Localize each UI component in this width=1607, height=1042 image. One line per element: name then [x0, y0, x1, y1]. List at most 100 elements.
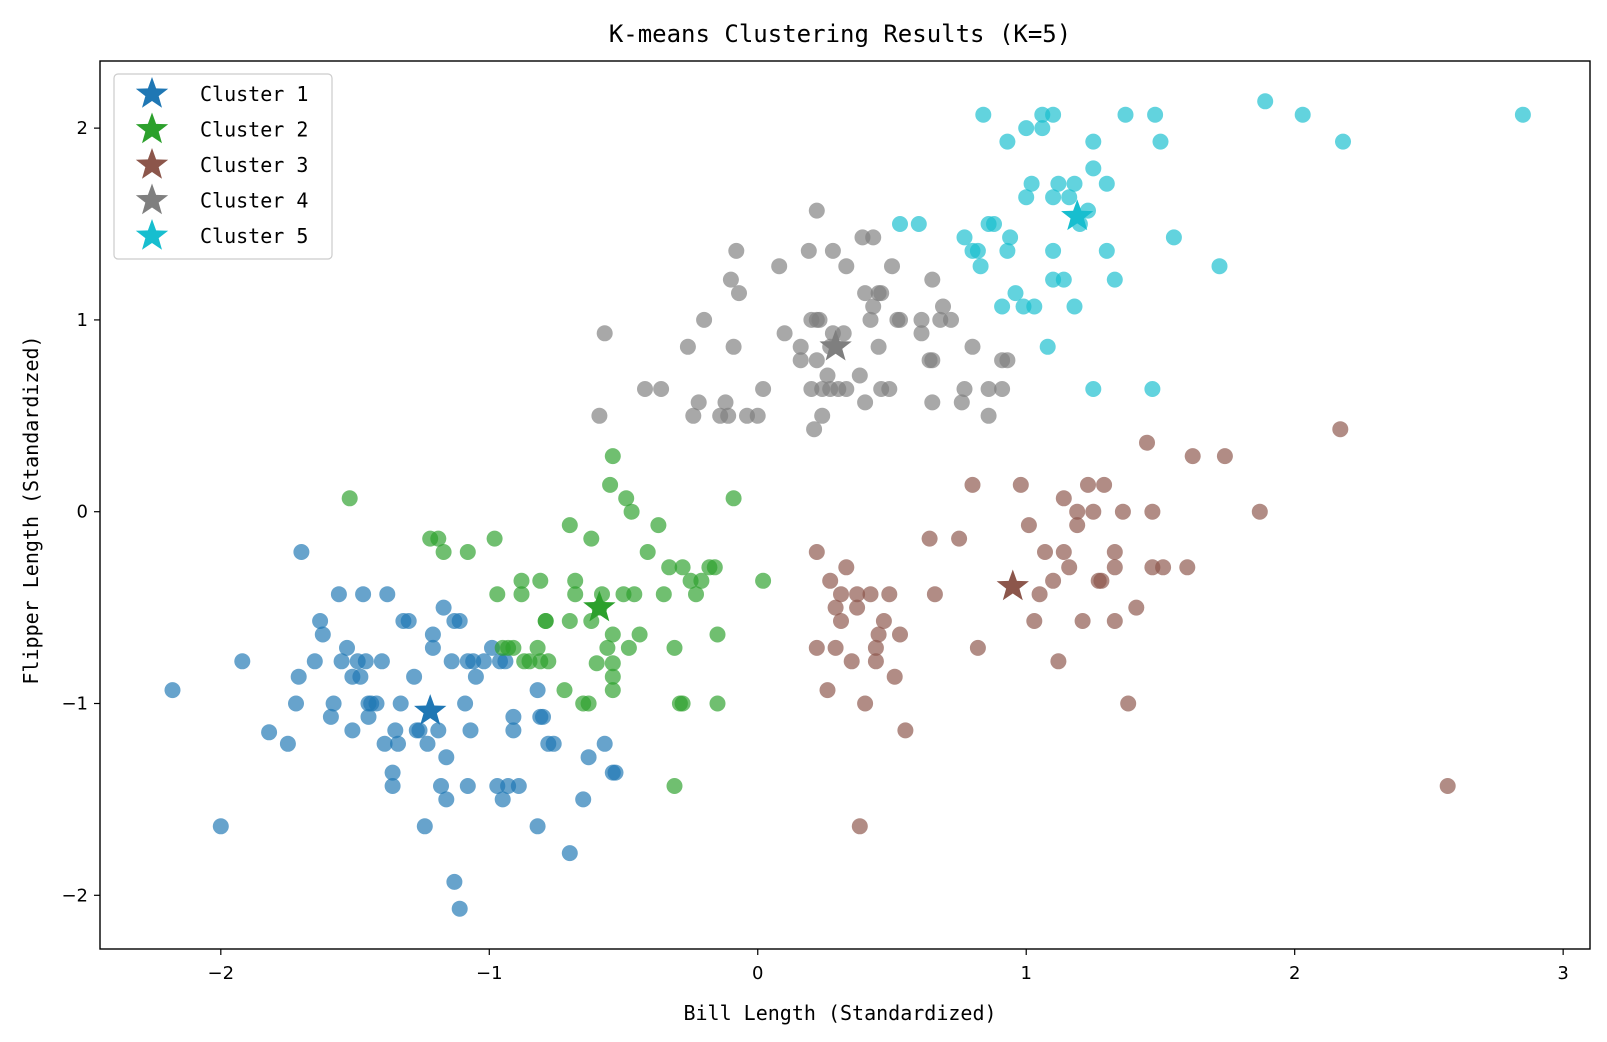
legend-label-cluster-3: Cluster 3	[200, 153, 308, 177]
cluster-2-point	[430, 530, 447, 547]
cluster-3-point	[1037, 544, 1053, 560]
x-tick-label: 2	[1289, 963, 1300, 984]
cluster-5-point	[1257, 93, 1274, 110]
cluster-4-point	[792, 352, 809, 369]
y-tick-label: 1	[77, 310, 88, 331]
cluster-4-point	[771, 258, 788, 275]
cluster-5-point	[910, 216, 927, 232]
cluster-4-point	[924, 271, 941, 288]
cluster-1-point	[529, 682, 546, 699]
cluster-4-point	[953, 394, 970, 411]
cluster-2-point	[561, 517, 578, 534]
cluster-4-point	[943, 311, 959, 328]
cluster-1-point	[575, 791, 592, 808]
cluster-3-point	[1120, 695, 1137, 712]
cluster-1-point	[368, 695, 385, 712]
cluster-3-point	[862, 586, 879, 603]
cluster-4-point	[720, 407, 737, 424]
cluster-4-point	[717, 394, 734, 411]
cluster-5-point	[1050, 175, 1067, 192]
cluster-1-point	[344, 722, 361, 739]
cluster-5-centroid-star	[1061, 199, 1094, 231]
cluster-4-point	[808, 352, 825, 369]
x-tick-label: 3	[1557, 963, 1568, 984]
cluster-3-point	[1045, 572, 1062, 589]
cluster-2-point	[529, 639, 546, 656]
cluster-3-point	[875, 613, 892, 629]
cluster-3-point	[1155, 559, 1172, 576]
cluster-3-point	[851, 818, 868, 835]
legend-marker-cluster-4	[135, 183, 169, 215]
cluster-5-point	[1211, 258, 1228, 275]
cluster-4-point	[776, 325, 793, 342]
cluster-1-point	[384, 764, 401, 781]
cluster-2-point	[567, 586, 584, 603]
cluster-5-point	[1106, 271, 1123, 288]
cluster-2-point	[540, 653, 557, 670]
cluster-3-point	[1012, 476, 1029, 493]
cluster-3-point	[892, 626, 908, 643]
legend: Cluster 1 Cluster 2 Cluster 3 Cluster 4 Clus…	[113, 73, 333, 260]
cluster-3-point	[1184, 448, 1201, 465]
cluster-3-point	[921, 530, 938, 547]
centroids-layer	[414, 199, 1094, 725]
cluster-1-point	[293, 544, 310, 560]
cluster-5-point	[1085, 160, 1102, 177]
cluster-2-point	[459, 544, 476, 560]
cluster-3-point	[1106, 613, 1123, 629]
cluster-3-point	[1069, 517, 1086, 534]
cluster-4-point	[811, 311, 828, 328]
cluster-4-point	[873, 285, 890, 302]
cluster-2-point	[650, 517, 667, 534]
cluster-3-point	[1139, 434, 1155, 451]
cluster-2-point	[489, 586, 506, 603]
cluster-4-point	[749, 407, 766, 424]
x-tick-label: −1	[476, 963, 503, 984]
cluster-1-point	[561, 845, 578, 862]
cluster-1-point	[475, 653, 492, 670]
cluster-5-point	[1098, 242, 1115, 259]
cluster-3-point	[849, 586, 866, 603]
cluster-4-point	[865, 229, 882, 246]
cluster-4-point	[884, 258, 900, 275]
cluster-5-point	[1098, 175, 1115, 192]
chart-title: K-means Clustering Results (K=5)	[609, 20, 1071, 48]
cluster-1-point	[443, 653, 460, 670]
cluster-1-point	[545, 735, 562, 752]
cluster-3-point	[1026, 613, 1043, 629]
x-tick-label: 1	[1020, 963, 1031, 984]
cluster-5-point	[1045, 189, 1062, 206]
cluster-5-point	[1066, 175, 1083, 192]
cluster-2-point	[674, 695, 691, 712]
legend-label-cluster-1: Cluster 1	[200, 82, 308, 106]
cluster-5-point	[1165, 229, 1182, 246]
cluster-1-point	[494, 791, 511, 808]
cluster-1-centroid-star	[414, 694, 447, 725]
cluster-1-point	[379, 586, 396, 603]
cluster-4-point	[728, 242, 745, 259]
cluster-1-point	[411, 722, 428, 739]
cluster-3-point	[808, 639, 825, 656]
x-tick-label: 0	[752, 963, 763, 984]
cluster-5-point	[1066, 298, 1083, 315]
cluster-2-point	[604, 682, 621, 699]
cluster-3-point	[1114, 503, 1131, 520]
cluster-4-point	[870, 338, 887, 355]
cluster-1-point	[438, 749, 455, 766]
cluster-1-point	[357, 653, 374, 670]
cluster-1-point	[406, 668, 423, 685]
cluster-3-point	[867, 639, 884, 656]
cluster-2-point	[755, 572, 772, 589]
cluster-5-point	[1002, 229, 1019, 246]
cluster-2-point	[513, 586, 530, 603]
cluster-1-point	[459, 778, 476, 794]
cluster-4-point	[999, 352, 1016, 369]
x-axis-label: Bill Length (Standardized)	[683, 1001, 996, 1025]
cluster-3-point	[1144, 503, 1161, 520]
cluster-4-point	[862, 311, 879, 328]
cluster-1-point	[290, 668, 307, 685]
cluster-3-point	[1096, 476, 1113, 493]
cluster-1-point	[505, 708, 522, 725]
cluster-2-point	[709, 695, 726, 712]
cluster-2-centroid-star	[583, 590, 616, 622]
